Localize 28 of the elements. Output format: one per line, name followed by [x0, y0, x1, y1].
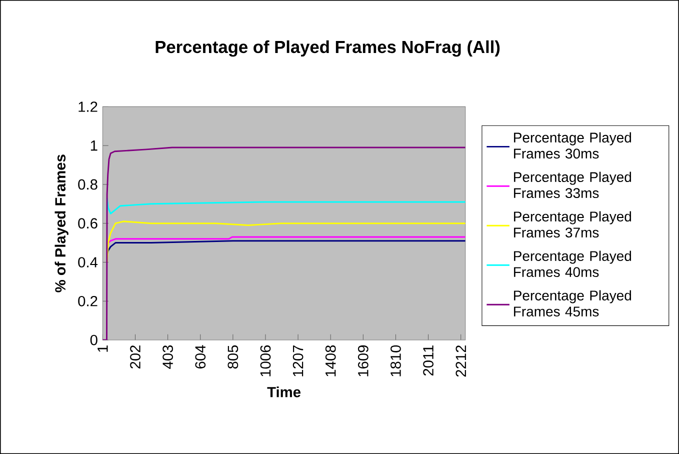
- line-series: [106, 220, 466, 263]
- y-tick-label: 0.8: [78, 179, 98, 190]
- y-tick-label: 0.6: [78, 218, 98, 229]
- x-tick-label: 1810: [390, 345, 401, 376]
- x-tick-label: 403: [162, 345, 173, 369]
- x-tick-label: 202: [130, 345, 140, 368]
- x-tick-label: 1408: [325, 345, 336, 376]
- legend-label: Percentage Played Frames 45ms: [514, 290, 632, 316]
- x-tick-label: 1006: [260, 345, 271, 376]
- x-tick-label: 805: [228, 345, 238, 369]
- y-axis-title: % of Played Frames: [54, 154, 68, 292]
- y-tick-label: 0: [90, 334, 98, 346]
- x-tick-label: 1: [98, 345, 108, 352]
- x-tick-label: 604: [195, 345, 206, 368]
- legend-label: Percentage Played Frames 40ms: [514, 250, 632, 277]
- y-tick-label: 1: [90, 140, 98, 151]
- x-tick-label: 2212: [456, 345, 466, 377]
- x-axis-title: Time: [267, 386, 301, 398]
- legend-label: Percentage Played Frames 37ms: [514, 211, 632, 238]
- y-tick-label: 0.4: [78, 257, 98, 268]
- legend-label: Percentage Played Frames 30ms: [514, 132, 632, 159]
- x-tick-label: 2011: [423, 345, 434, 376]
- y-tick-label: 1.2: [78, 102, 98, 112]
- legend-label: Percentage Played Frames 33ms: [514, 172, 632, 198]
- y-tick-label: 0.2: [78, 296, 98, 306]
- chart-title: Percentage of Played Frames NoFrag (All): [156, 40, 500, 57]
- x-tick-label: 1609: [358, 345, 368, 376]
- x-tick-label: 1207: [292, 345, 304, 376]
